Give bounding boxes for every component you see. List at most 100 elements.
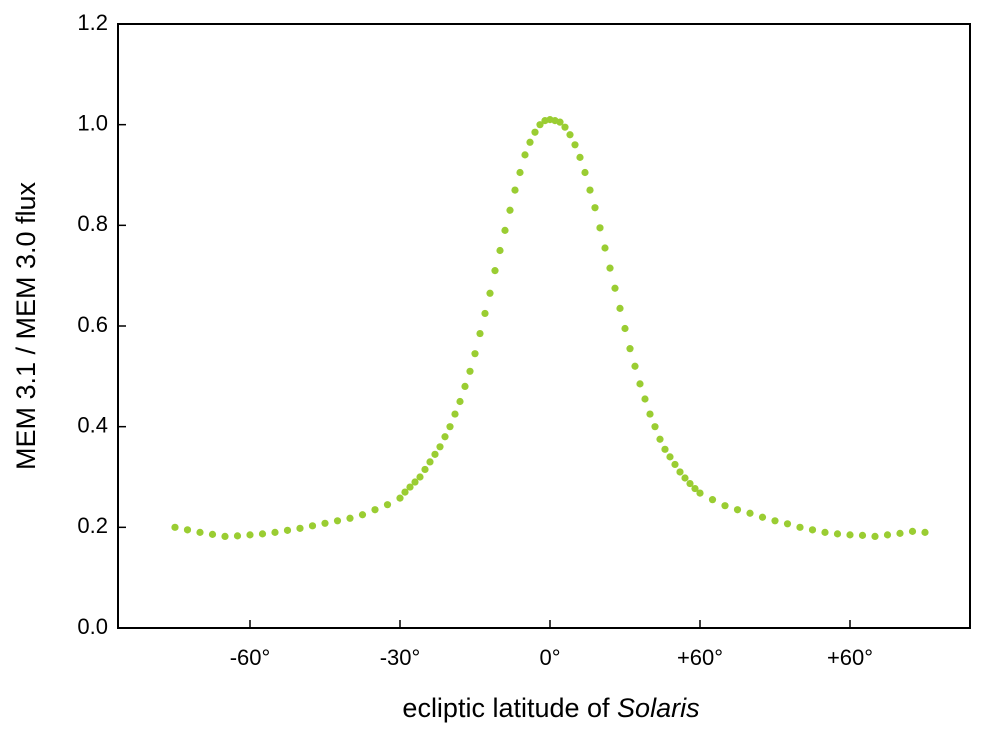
point <box>921 528 929 536</box>
point <box>631 362 639 370</box>
point <box>491 267 499 275</box>
point <box>466 367 474 375</box>
point <box>501 226 509 234</box>
point <box>601 244 609 252</box>
point <box>321 519 329 527</box>
point <box>808 526 817 534</box>
point <box>566 131 574 139</box>
point <box>783 520 792 528</box>
point <box>531 128 539 136</box>
point <box>606 264 614 272</box>
point <box>883 531 892 539</box>
point <box>596 224 604 232</box>
point <box>481 309 489 318</box>
point <box>401 488 409 496</box>
point <box>681 474 689 482</box>
y-tick-label: 0.2 <box>77 513 108 538</box>
point <box>771 517 779 525</box>
x-axis-label-text: ecliptic latitude of <box>402 693 617 723</box>
point <box>846 531 854 539</box>
point <box>871 532 879 540</box>
x-tick-label: 0° <box>539 645 560 670</box>
point <box>536 121 544 129</box>
point <box>626 345 634 353</box>
plot-frame <box>117 23 971 629</box>
point <box>676 468 684 476</box>
point <box>708 496 717 504</box>
point <box>383 501 392 509</box>
point <box>511 186 519 194</box>
point <box>651 423 659 431</box>
point <box>686 479 694 488</box>
point <box>333 517 342 525</box>
point <box>556 118 564 126</box>
point <box>371 506 379 514</box>
y-tick-label: 1.2 <box>77 10 108 35</box>
point <box>621 324 629 333</box>
point <box>271 528 279 536</box>
point <box>451 410 459 418</box>
point <box>758 513 767 521</box>
y-tick-label: 0.6 <box>77 312 108 337</box>
point <box>411 478 419 486</box>
x-tick-label: +60° <box>677 645 723 670</box>
point <box>576 153 584 161</box>
point <box>208 530 217 538</box>
point <box>733 506 742 514</box>
point <box>641 395 649 403</box>
point <box>833 530 842 538</box>
point <box>308 522 317 530</box>
point <box>696 489 704 497</box>
y-tick-label: 0.4 <box>77 412 108 437</box>
point <box>246 531 254 539</box>
point <box>646 410 654 418</box>
point <box>446 423 454 431</box>
point <box>196 528 204 536</box>
x-axis-label: ecliptic latitude of Solaris <box>402 693 699 723</box>
point <box>183 526 192 534</box>
point <box>431 450 439 458</box>
point <box>426 458 434 466</box>
point <box>441 433 449 441</box>
point <box>746 509 754 517</box>
point <box>436 443 444 451</box>
point <box>476 329 484 338</box>
y-tick-label: 0.0 <box>77 614 108 639</box>
point <box>581 168 589 177</box>
point <box>896 529 904 537</box>
point <box>233 532 242 540</box>
y-axis-label: MEM 3.1 / MEM 3.0 flux <box>11 181 41 470</box>
point <box>406 483 414 491</box>
point <box>661 445 669 453</box>
point <box>346 514 354 522</box>
x-axis-label-italic: Solaris <box>617 693 700 723</box>
point <box>296 524 304 532</box>
point <box>561 123 569 131</box>
point <box>858 531 867 539</box>
point <box>396 494 404 502</box>
point <box>656 435 664 443</box>
point <box>586 186 594 194</box>
point <box>461 382 469 390</box>
point <box>283 526 292 534</box>
point <box>796 523 804 531</box>
point <box>908 527 917 535</box>
point <box>591 204 599 212</box>
point <box>171 523 179 531</box>
point <box>416 473 424 481</box>
point <box>571 141 579 149</box>
point <box>636 380 644 388</box>
point <box>421 465 429 474</box>
y-tick-label: 1.0 <box>77 110 108 135</box>
x-tick-label: -60° <box>230 645 271 670</box>
point <box>721 502 729 510</box>
y-tick-label: 0.8 <box>77 211 108 236</box>
point <box>616 304 624 312</box>
point <box>671 460 679 469</box>
point <box>666 453 674 461</box>
point <box>526 138 534 146</box>
point <box>486 289 494 297</box>
point <box>456 397 464 406</box>
x-tick-label: -30° <box>380 645 421 670</box>
